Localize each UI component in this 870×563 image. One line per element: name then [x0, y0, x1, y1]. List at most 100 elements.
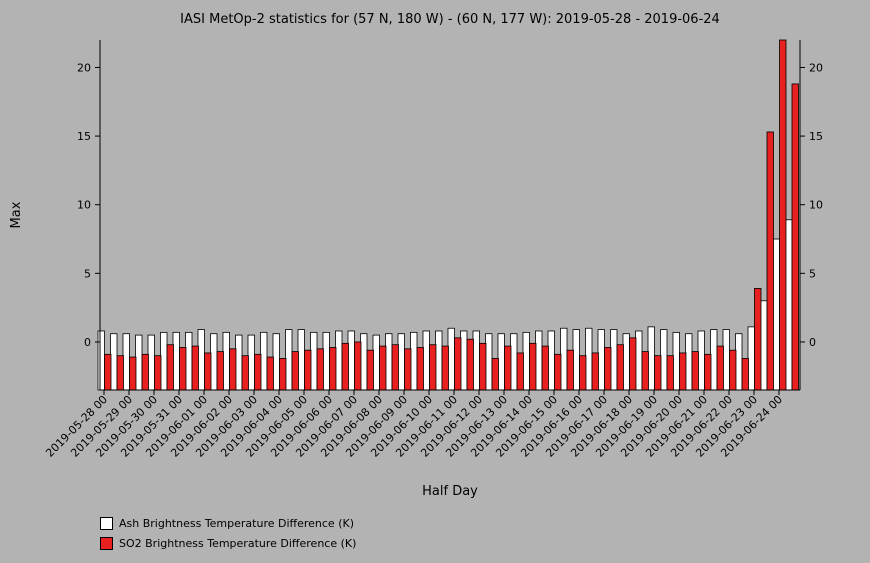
y-tick-label-left: 15 — [77, 130, 91, 143]
ash-bar — [747, 326, 755, 391]
so2-bar — [729, 349, 737, 391]
axes-group: 0 0 5 5 10 10 15 15 20 20 — [77, 40, 823, 391]
ash-bar — [485, 333, 493, 391]
so2-bar — [666, 355, 674, 391]
so2-bar — [366, 349, 374, 391]
ash-bar — [210, 333, 218, 391]
ash-bar — [572, 329, 580, 391]
ash-bar — [285, 329, 293, 391]
so2-bar — [741, 358, 749, 391]
ash-bar — [322, 331, 330, 391]
so2-bar — [579, 355, 587, 391]
so2-bar — [679, 352, 687, 391]
ash-bar — [347, 330, 355, 391]
so2-bar — [454, 337, 462, 391]
y-tick-label-left: 10 — [77, 199, 91, 212]
ash-bar — [560, 327, 568, 391]
ash-bar — [385, 333, 393, 391]
so2-bar — [204, 352, 212, 391]
ash-bar — [735, 333, 743, 391]
so2-bar — [104, 353, 112, 391]
so2-bar — [391, 344, 399, 391]
ash-bar — [222, 331, 230, 391]
y-tick-label-right: 0 — [809, 336, 816, 349]
so2-bar — [279, 358, 287, 391]
ash-bar — [185, 331, 193, 391]
so2-bar — [316, 348, 324, 391]
legend-label-so2: SO2 Brightness Temperature Difference (K… — [119, 536, 357, 550]
ash-bar — [685, 333, 693, 391]
legend-label-ash: Ash Brightness Temperature Difference (K… — [119, 516, 354, 530]
so2-bar — [716, 345, 724, 391]
ash-bar — [597, 329, 605, 391]
ash-bar — [510, 333, 518, 391]
so2-bar — [479, 342, 487, 391]
ash-bar — [697, 330, 705, 391]
so2-bar — [304, 349, 312, 391]
so2-bar — [566, 349, 574, 391]
so2-bar — [354, 341, 362, 391]
so2-bar — [529, 342, 537, 391]
so2-bar — [141, 353, 149, 391]
ash-bar — [372, 334, 380, 391]
so2-bar — [191, 345, 199, 391]
x-axis-label: Half Day — [422, 484, 478, 499]
so2-bar — [554, 353, 562, 391]
so2-bar — [691, 351, 699, 391]
y-tick-label-right: 10 — [809, 199, 823, 212]
ash-bar — [97, 330, 105, 391]
ash-bar — [547, 330, 555, 391]
so2-bar — [654, 355, 662, 391]
so2-bar — [504, 345, 512, 391]
ash-bar — [122, 333, 130, 391]
legend-item-so2: SO2 Brightness Temperature Difference (K… — [100, 533, 356, 553]
ash-bar — [610, 329, 618, 391]
ash-bar — [160, 331, 168, 391]
ash-bar — [272, 333, 280, 391]
so2-bar — [129, 356, 137, 391]
ash-bar — [672, 331, 680, 391]
so2-bar — [291, 351, 299, 391]
so2-bar — [791, 83, 799, 391]
ash-bar — [260, 331, 268, 391]
chart-title: IASI MetOp-2 statistics for (57 N, 180 W… — [180, 12, 720, 27]
ash-bar — [310, 331, 318, 391]
y-tick-label-left: 20 — [77, 61, 91, 74]
ash-bar — [585, 327, 593, 391]
so2-bar — [254, 353, 262, 391]
y-tick-label-left: 0 — [84, 336, 91, 349]
so2-bar — [766, 131, 774, 391]
ash-bar — [472, 330, 480, 391]
ash-bar — [360, 333, 368, 391]
so2-bar — [416, 347, 424, 391]
so2-bar — [591, 352, 599, 391]
legend-swatch-ash — [100, 516, 113, 530]
so2-bar — [166, 344, 174, 391]
ash-bar — [522, 331, 530, 391]
so2-bar — [266, 356, 274, 391]
ash-bar — [447, 327, 455, 391]
ash-bar — [397, 333, 405, 391]
ash-bar — [535, 330, 543, 391]
ash-bar — [497, 333, 505, 391]
ash-bar — [197, 329, 205, 391]
ash-bar — [410, 331, 418, 391]
ash-bar — [785, 219, 793, 391]
legend-swatch-so2 — [100, 536, 113, 550]
so2-bar — [179, 347, 187, 391]
so2-bar — [329, 347, 337, 391]
legend-item-ash: Ash Brightness Temperature Difference (K… — [100, 513, 356, 533]
ash-bar — [710, 329, 718, 391]
so2-bar — [429, 344, 437, 391]
ash-bar — [335, 330, 343, 391]
so2-bar — [379, 345, 387, 391]
ash-bar — [722, 329, 730, 391]
ash-bar — [647, 326, 655, 391]
so2-bar — [466, 338, 474, 391]
ash-bar — [135, 334, 143, 391]
so2-bar — [229, 348, 237, 391]
ash-bar — [635, 330, 643, 391]
so2-bar — [604, 347, 612, 391]
ash-bar — [660, 329, 668, 391]
